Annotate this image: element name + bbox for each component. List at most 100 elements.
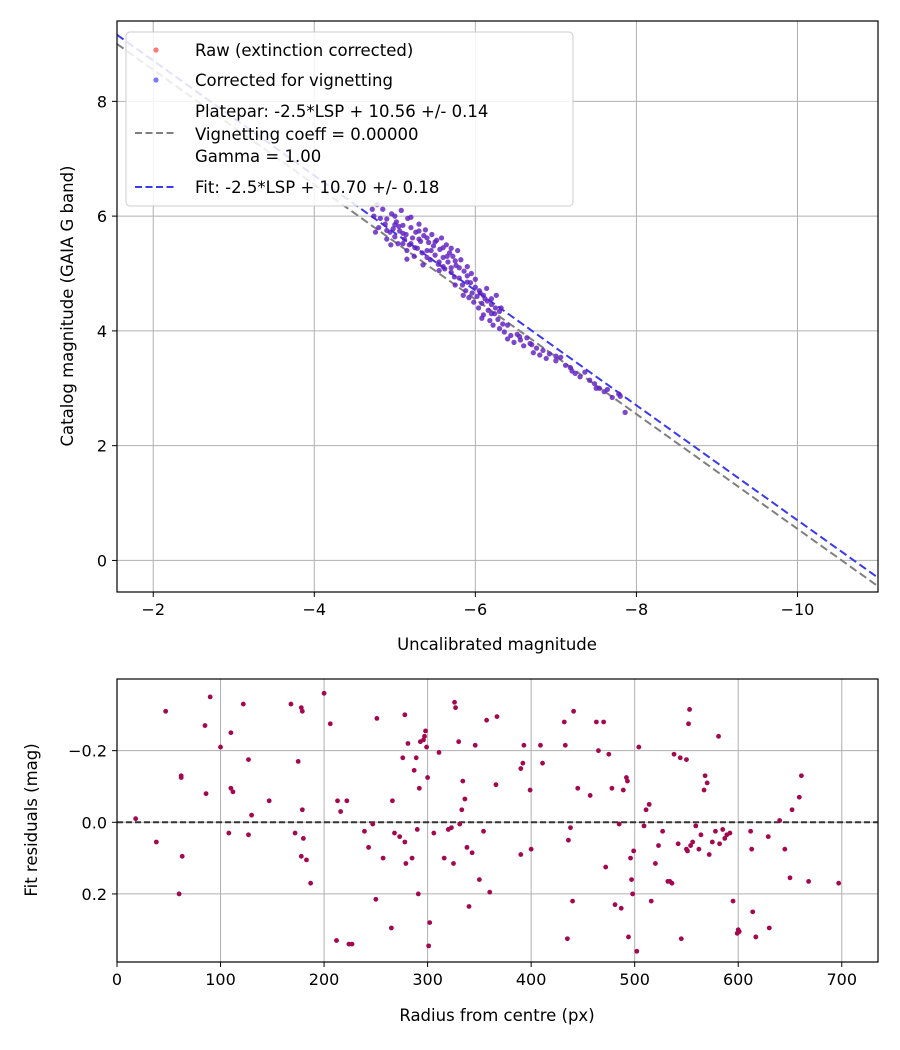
residual-point [405,741,411,746]
residual-point [787,875,793,881]
residual-point [402,712,408,718]
residual-point [246,832,251,838]
residual-point [176,891,182,897]
scatter-points [369,202,628,415]
residual-point [716,733,721,739]
residual-point [782,846,788,852]
residual-point [677,755,683,761]
residual-point [669,880,675,886]
corrected-point [404,247,410,254]
residual-point [750,909,756,915]
corrected-point [432,252,438,258]
corrected-point [455,247,461,254]
magnitude-calibration-chart: −2 −4 −6 −8 −10 0 2 4 6 8 Uncalibrated magnitude… [58,20,879,654]
residual-point [298,853,304,859]
corrected-point [496,325,503,332]
residual-point [701,787,707,793]
residual-point [299,807,305,813]
residual-point [425,775,431,780]
residual-point [240,701,246,707]
x-tick-label: 300 [412,970,443,989]
residual-point [603,864,609,870]
corrected-point [424,235,430,241]
corrected-point [553,358,559,364]
residual-point [806,878,812,884]
corrected-point [424,247,430,254]
plot-frame [116,20,879,593]
corrected-point [448,269,454,275]
corrected-point [593,385,599,391]
corrected-point [384,227,390,234]
residual-point [789,807,795,813]
residual-point [626,934,631,940]
residual-point [427,920,433,925]
residual-point [431,830,437,836]
corrected-point [401,236,408,242]
corrected-point [398,207,404,213]
residual-point [643,807,649,813]
y-tick-label: 8 [97,92,107,111]
residual-point [646,801,652,807]
residual-point [203,791,209,797]
residual-point [411,767,417,773]
residual-point [153,839,159,845]
corrected-point [448,265,454,271]
residual-point [288,701,294,707]
corrected-point [456,275,462,281]
corrected-point [480,292,487,298]
corrected-point [416,228,422,234]
residual-point [596,748,601,754]
residual-point [481,828,486,834]
residual-point [562,742,568,748]
residual-point [493,782,499,788]
corrected-point [452,258,458,264]
corrected-point [456,265,462,271]
residual-point [299,708,305,714]
corrected-point [408,241,414,247]
corrected-point [420,262,426,268]
corrected-point [416,221,422,227]
x-tick-label: 200 [309,970,340,989]
residual-point [648,898,654,904]
residual-point [249,812,254,818]
residual-point [687,707,692,712]
residual-point [228,730,234,736]
corrected-point [460,292,466,298]
corrected-point [436,268,442,274]
residual-point [606,751,612,757]
corrected-point [451,274,458,280]
corrected-point [540,347,546,354]
residual-point [656,843,661,848]
residual-point [494,714,500,720]
corrected-point [429,231,435,238]
corrected-point [468,270,474,277]
residual-point [327,721,333,727]
corrected-point [377,215,383,222]
residual-point [618,905,624,911]
corrected-point [508,332,514,339]
corrected-point [388,242,394,248]
residual-point [451,861,456,866]
corrected-point [464,264,470,270]
corrected-point [495,316,501,323]
residual-point [593,719,599,725]
corrected-point [411,253,417,259]
residual-point [641,823,647,829]
legend-label-platepar-line3: Gamma = 1.00 [195,147,321,166]
corrected-point [604,386,611,393]
corrected-point [409,235,416,241]
corrected-point [558,354,564,360]
corrected-point [546,351,553,357]
y-tick-label: −0.2 [68,742,107,761]
x-tick-label: −2 [141,600,165,619]
residual-point [629,877,634,883]
residual-point [424,744,429,750]
residual-point [469,850,475,856]
corrected-point [487,317,493,324]
corrected-point [444,253,450,259]
residual-point [390,798,395,804]
residual-point [609,785,615,791]
residual-point [426,943,432,949]
x-tick-label: 600 [723,970,754,989]
